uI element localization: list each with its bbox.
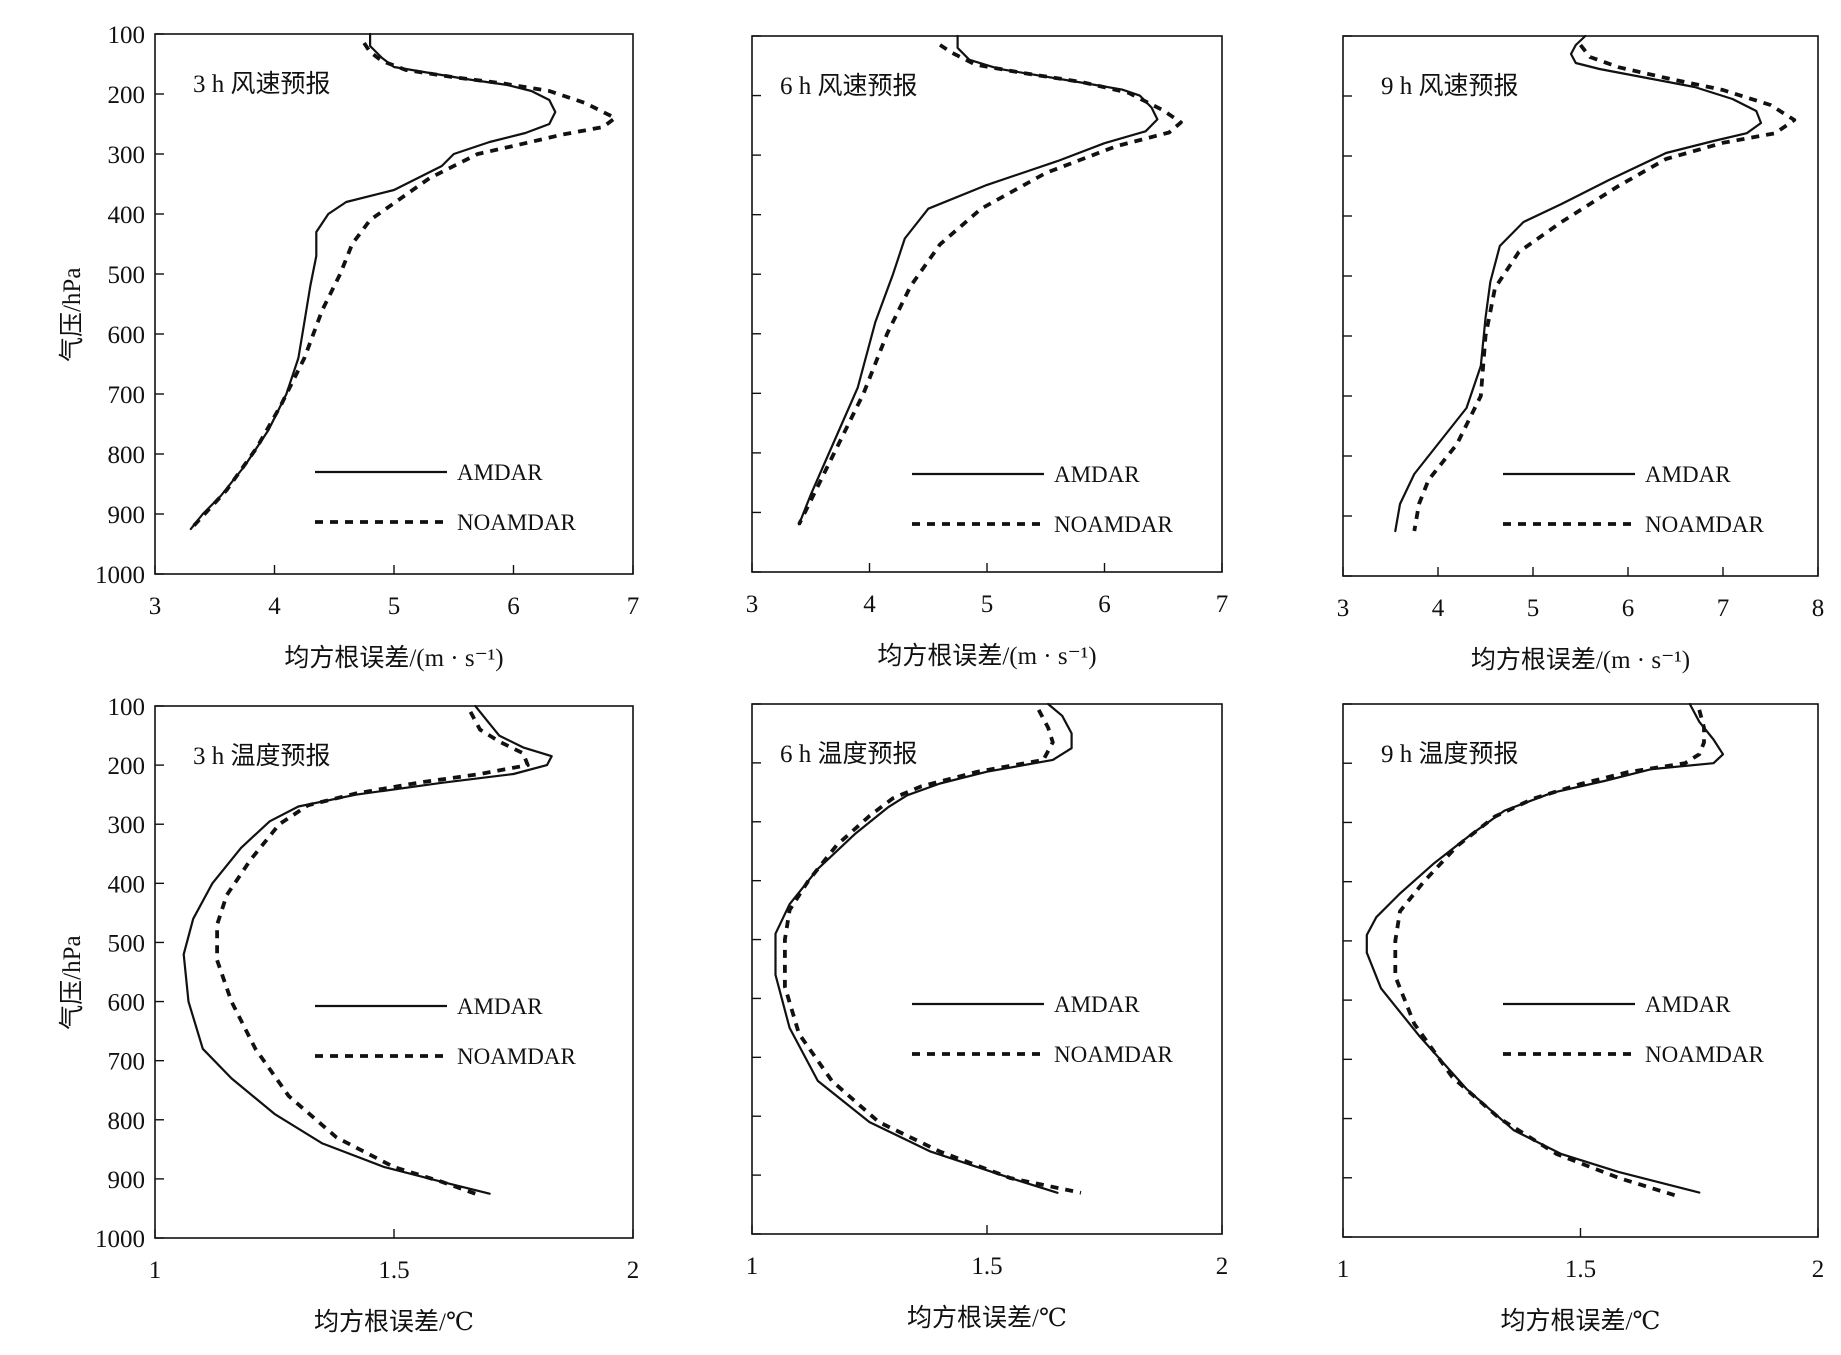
x-tick-label: 3 — [149, 593, 162, 620]
y-tick-label: 700 — [108, 1049, 146, 1076]
x-tick-label: 3 — [746, 591, 759, 618]
legend-label-noamdar: NOAMDAR — [1645, 512, 1765, 537]
x-tick-label: 4 — [1432, 595, 1445, 622]
y-tick-label: 400 — [108, 871, 146, 898]
x-tick-label: 1.5 — [971, 1253, 1002, 1280]
series-line-noamdar — [1412, 43, 1797, 532]
panel-title: 6 h 温度预报 — [780, 740, 918, 768]
y-tick-label: 1000 — [95, 562, 145, 589]
plot-frame — [751, 35, 1223, 573]
legend-label-amdar: AMDAR — [457, 994, 543, 1019]
series-line-amdar — [1365, 702, 1725, 1194]
y-tick-label: 400 — [108, 202, 146, 229]
y-tick-label: 100 — [108, 694, 146, 721]
y-tick-label: 100 — [108, 22, 146, 49]
x-axis-title: 均方根误差/(m · s⁻¹) — [1471, 646, 1690, 674]
x-tick-label: 5 — [981, 591, 994, 618]
y-tick-label: 500 — [108, 262, 146, 289]
x-tick-label: 7 — [1717, 595, 1730, 622]
y-tick-label: 600 — [108, 990, 146, 1017]
plot-frame — [1342, 35, 1819, 577]
legend-label-noamdar: NOAMDAR — [1645, 1042, 1765, 1067]
series-line-noamdar — [215, 711, 530, 1196]
legend-label-amdar: AMDAR — [1054, 992, 1140, 1017]
series-line-amdar — [774, 702, 1073, 1194]
x-tick-label: 8 — [1812, 595, 1825, 622]
y-tick-label: 900 — [108, 1167, 146, 1194]
x-tick-label: 1.5 — [378, 1257, 409, 1284]
series-line-amdar — [189, 32, 557, 531]
legend-label-amdar: AMDAR — [1054, 462, 1140, 487]
y-tick-label: 900 — [108, 502, 146, 529]
x-tick-label: 6 — [1098, 591, 1111, 618]
x-tick-label: 5 — [1527, 595, 1540, 622]
y-axis-title: 气压/hPa — [58, 268, 86, 362]
x-axis-title: 均方根误差/℃ — [314, 1308, 474, 1336]
y-tick-label: 300 — [108, 812, 146, 839]
series-line-amdar — [797, 34, 1159, 526]
panel-title: 9 h 温度预报 — [1381, 740, 1519, 768]
y-tick-label: 700 — [108, 382, 146, 409]
x-tick-label: 7 — [1216, 591, 1229, 618]
x-axis-title: 均方根误差/℃ — [1501, 1307, 1661, 1335]
x-tick-label: 6 — [1622, 595, 1635, 622]
y-tick-label: 800 — [108, 442, 146, 469]
y-tick-label: 200 — [108, 753, 146, 780]
x-tick-label: 1 — [149, 1257, 162, 1284]
x-axis-title: 均方根误差/(m · s⁻¹) — [284, 644, 503, 672]
x-tick-label: 1 — [746, 1253, 759, 1280]
legend-label-amdar: AMDAR — [457, 460, 543, 485]
y-tick-label: 500 — [108, 930, 146, 957]
x-tick-label: 3 — [1337, 595, 1350, 622]
series-line-noamdar — [797, 43, 1183, 526]
legend-label-noamdar: NOAMDAR — [1054, 512, 1174, 537]
x-tick-label: 1.5 — [1565, 1256, 1596, 1283]
x-tick-label: 1 — [1337, 1256, 1350, 1283]
x-tick-label: 7 — [627, 593, 640, 620]
legend-label-noamdar: NOAMDAR — [1054, 1042, 1174, 1067]
y-axis-title: 气压/hPa — [58, 935, 86, 1029]
panel-title: 3 h 风速预报 — [193, 70, 331, 98]
y-tick-label: 600 — [108, 322, 146, 349]
x-axis-title: 均方根误差/℃ — [907, 1304, 1067, 1332]
y-tick-label: 200 — [108, 82, 146, 109]
x-tick-label: 2 — [627, 1257, 640, 1284]
x-tick-label: 6 — [507, 593, 520, 620]
x-tick-label: 4 — [268, 593, 281, 620]
y-tick-label: 1000 — [95, 1226, 145, 1253]
plot-frame — [751, 703, 1223, 1235]
x-tick-label: 5 — [388, 593, 401, 620]
series-line-noamdar — [1393, 709, 1706, 1198]
series-line-amdar — [1394, 34, 1763, 533]
y-tick-label: 300 — [108, 142, 146, 169]
x-tick-label: 4 — [863, 591, 876, 618]
y-tick-label: 800 — [108, 1108, 146, 1135]
x-tick-label: 2 — [1216, 1253, 1229, 1280]
x-tick-label: 2 — [1812, 1256, 1825, 1283]
legend-label-amdar: AMDAR — [1645, 992, 1731, 1017]
legend-label-noamdar: NOAMDAR — [457, 1044, 577, 1069]
x-axis-title: 均方根误差/(m · s⁻¹) — [877, 642, 1096, 670]
series-line-noamdar — [783, 709, 1082, 1195]
series-line-noamdar — [189, 41, 617, 531]
legend-label-noamdar: NOAMDAR — [457, 510, 577, 535]
panel-title: 6 h 风速预报 — [780, 72, 918, 100]
panel-title: 9 h 风速预报 — [1381, 72, 1519, 100]
plot-frame — [154, 33, 634, 575]
series-line-amdar — [182, 704, 553, 1195]
legend-label-amdar: AMDAR — [1645, 462, 1731, 487]
panel-title: 3 h 温度预报 — [193, 742, 331, 770]
